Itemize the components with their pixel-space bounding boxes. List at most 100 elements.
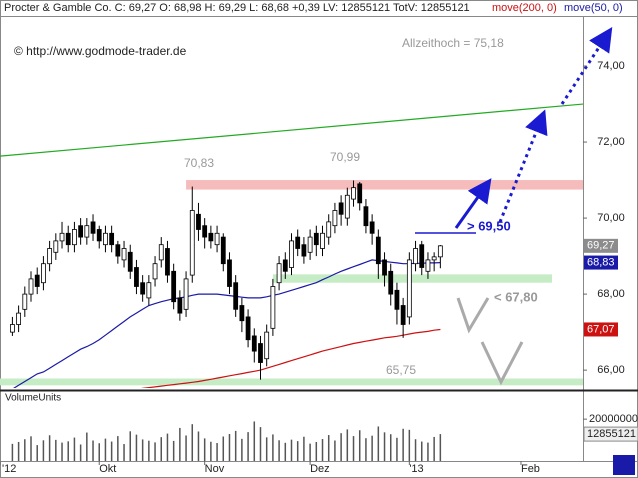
volume-bar: [148, 440, 150, 461]
candle-body: [183, 278, 189, 310]
candle-body: [245, 316, 251, 341]
annotation: < 67,80: [494, 289, 538, 304]
candle-body: [301, 244, 307, 257]
volume-bar: [265, 437, 268, 461]
volume-bar: [210, 441, 212, 461]
price-plot: [0, 103, 583, 388]
candle-body: [369, 221, 375, 234]
volume-bar: [197, 431, 200, 461]
candle-body: [338, 202, 344, 215]
candle-body: [419, 244, 425, 268]
candle-body: [47, 248, 53, 265]
candle-body: [165, 248, 170, 276]
candle-body: [140, 282, 146, 295]
price-box: [584, 255, 618, 270]
candle-body: [258, 343, 263, 363]
candle-body: [382, 259, 387, 276]
volume-bar: [160, 437, 163, 461]
volume-bar: [383, 432, 386, 461]
panel-title: VolumeUnits: [5, 393, 61, 404]
zone: [186, 180, 583, 190]
volume-bar: [154, 442, 156, 461]
volume-bar: [234, 430, 237, 461]
candle-body: [22, 293, 28, 310]
x-tick-label: '13: [409, 463, 423, 475]
annotation: Allzeithoch = 75,18: [402, 36, 504, 50]
volume-bar: [104, 438, 107, 461]
volume-bar: [247, 432, 249, 461]
candle-body: [202, 225, 208, 238]
candle-body: [233, 282, 239, 310]
candle-body: [295, 236, 301, 249]
y-tick-label: 72,00: [597, 136, 625, 148]
volume-bar: [179, 427, 181, 461]
candle-body: [34, 274, 40, 287]
volume-bar: [439, 434, 442, 461]
ma-line: [13, 259, 441, 388]
volume-bar: [123, 444, 125, 461]
y-tick-label: 68,00: [597, 288, 625, 300]
candle-body: [388, 270, 394, 295]
candle-body: [425, 259, 431, 272]
volume-bar: [86, 432, 88, 461]
candle-body: [264, 331, 270, 360]
price-box-label: 68,83: [587, 256, 615, 268]
arrow: [498, 109, 548, 223]
volume-bar: [352, 436, 355, 461]
volume-bar: [408, 429, 411, 461]
volume-bar: [309, 443, 311, 461]
candle-body: [121, 248, 127, 261]
volume-bar: [377, 426, 380, 461]
candle-body: [59, 232, 65, 242]
candle-body: [214, 232, 220, 246]
volume-bar: [61, 442, 63, 461]
volume-bar: [172, 440, 175, 461]
trend-line: [0, 103, 583, 157]
volume-bar: [296, 441, 299, 461]
candle-body: [208, 232, 214, 242]
volume-bar: [191, 424, 194, 461]
volume-bar: [92, 440, 94, 461]
candle-body: [65, 232, 71, 246]
zone: [272, 274, 552, 283]
candle-body: [326, 221, 332, 238]
candle-body: [320, 232, 325, 249]
x-tick-label: Dez: [310, 463, 330, 475]
volume-bar: [427, 442, 429, 461]
volume-bar: [340, 433, 342, 461]
volume-bar: [389, 434, 392, 461]
candle-body: [152, 263, 158, 280]
candle-body: [10, 324, 15, 333]
legend-entry: move(200, 0): [492, 2, 557, 14]
volume-bar: [11, 443, 14, 461]
volume-bar: [396, 437, 398, 461]
volume-bar: [303, 436, 305, 461]
volume-bar: [79, 444, 82, 461]
candle-body: [375, 236, 381, 265]
candle-body: [72, 229, 77, 246]
volume-bar: [433, 436, 435, 461]
volume-bar: [17, 441, 20, 461]
candle-body: [28, 278, 34, 295]
volume-bar: [346, 429, 349, 461]
price-box: [584, 238, 618, 253]
volume-bar: [166, 433, 169, 461]
candle-body: [313, 232, 319, 246]
candle-body: [127, 251, 133, 272]
volume-bar: [420, 441, 423, 461]
icon[interactable]: [613, 455, 635, 475]
candle-body: [90, 221, 96, 234]
candle-body: [220, 236, 226, 265]
candle-body: [282, 259, 288, 272]
candle-body: [158, 244, 164, 261]
candle-body: [344, 194, 350, 219]
y-tick-label: 20000000: [589, 413, 638, 425]
volume-bar: [48, 435, 51, 461]
volume-bar: [30, 436, 32, 461]
y-tick-label: 66,00: [597, 364, 625, 376]
candle-body: [400, 305, 406, 325]
volume-bar: [321, 439, 324, 461]
candle-body: [227, 259, 232, 287]
volume-bar: [36, 445, 38, 461]
